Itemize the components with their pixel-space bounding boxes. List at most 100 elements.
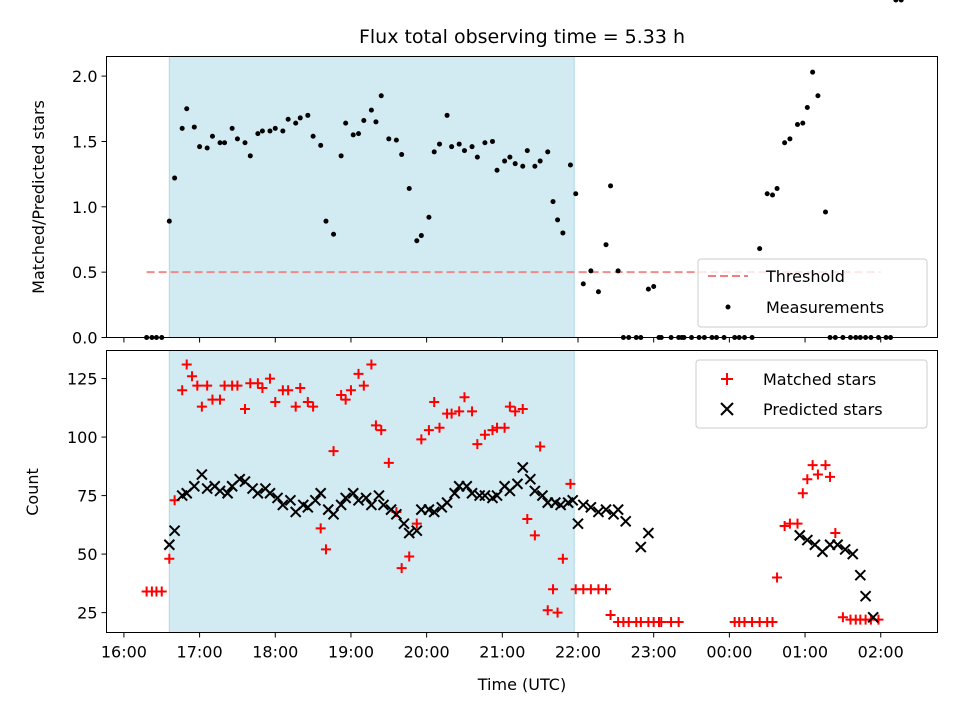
legend-measurements-swatch [725,304,731,310]
predicted-star-point [831,539,844,551]
predicted-star-point [592,506,605,518]
matched-star-point [411,518,422,529]
matched-star-point [181,359,192,370]
measurement-point [555,217,561,223]
predicted-star-point [284,494,297,506]
matched-star-point [454,406,465,417]
matched-star-point [423,425,434,436]
matched-star-point [429,396,440,407]
measurement-point [449,144,455,150]
predicted-star-point [365,499,378,511]
measurement-point [166,218,172,224]
predicted-star-point [221,487,234,499]
measurement-point [255,131,261,137]
matched-star-point [825,471,836,482]
measurement-point [461,148,467,154]
measurement-point [469,144,475,150]
measurement-point [305,112,311,118]
matched-stars-series [142,360,884,627]
measurement-point [444,112,450,118]
matched-star-point [467,406,478,417]
measurement-point [418,233,424,239]
matched-star-point [605,609,616,620]
predicted-star-point [635,541,647,553]
predicted-star-point [373,489,385,502]
measurement-point [331,231,337,237]
matched-star-point [396,563,407,574]
measurement-point [280,128,286,134]
matched-star-point [340,394,351,405]
x-tick-label: 19:00 [328,643,374,662]
measurement-point [645,286,651,292]
measurement-point [310,133,316,139]
measurement-point [893,0,899,3]
predicted-star-point [390,508,403,521]
matched-star-point [404,551,415,562]
matched-star-point [376,425,387,436]
x-tick-label: 20:00 [404,643,450,662]
top-panel-frame [106,56,938,338]
predicted-star-point [619,515,632,528]
measurement-point [204,145,210,151]
measurement-point [426,214,432,220]
measurement-point [259,128,265,134]
predicted-star-point [577,499,590,511]
measurement-point [810,69,816,75]
matched-star-point [504,401,515,412]
x-tick-label: 22:00 [555,643,601,662]
predicted-star-point [196,468,208,481]
measurement-point [764,191,770,197]
measurement-point [787,136,793,142]
predicted-star-point [428,506,440,518]
measurement-point [603,242,609,248]
top-legend-box [697,258,928,328]
measurement-point [524,148,530,154]
legend-measurements-label: Measurements [766,298,884,317]
matched-star-point [315,523,326,534]
matched-star-point [797,488,808,499]
predicted-star-point [271,492,284,504]
matched-star-point [416,434,427,445]
top-panel-observing-interval [168,56,575,338]
measurement-point [431,149,437,155]
measurement-point [804,104,810,110]
predicted-star-point [188,480,200,492]
matched-star-point [257,382,268,393]
top-y-tick-label: 2.0 [72,67,97,86]
measurement-point [482,140,488,146]
top-y-tick-label: 1.5 [72,132,97,151]
matched-star-point [164,553,175,564]
measurement-point [179,125,185,131]
legend-threshold-label: Threshold [765,267,845,286]
predicted-star-point [201,482,213,495]
measurement-point [191,124,197,130]
measurement-point [350,132,356,138]
predicted-star-point [214,485,226,497]
predicted-star-point [398,517,410,530]
predicted-star-point [511,478,524,490]
predicted-star-point [314,487,327,499]
matched-star-point [187,371,198,382]
measurements-series [144,0,904,340]
predicted-star-point [867,611,879,623]
legend-matched-swatch [721,373,733,385]
matched-star-point [446,408,457,419]
predicted-star-point [567,494,579,506]
measurement-point [234,136,240,142]
measurement-point [537,158,543,164]
predicted-star-point [441,496,453,509]
matched-star-point [802,474,813,485]
matched-star-point [353,368,364,379]
predicted-star-point [339,492,352,504]
predicted-star-point [335,499,347,511]
bottom-panel-frame [106,350,938,633]
matched-star-point [202,380,213,391]
predicted-star-point [529,485,541,497]
matched-star-point [264,373,275,384]
measurement-point [580,281,586,287]
predicted-star-point [163,539,176,551]
measurement-point [293,120,299,126]
matched-star-point [673,616,684,627]
predicted-star-point [794,529,806,542]
